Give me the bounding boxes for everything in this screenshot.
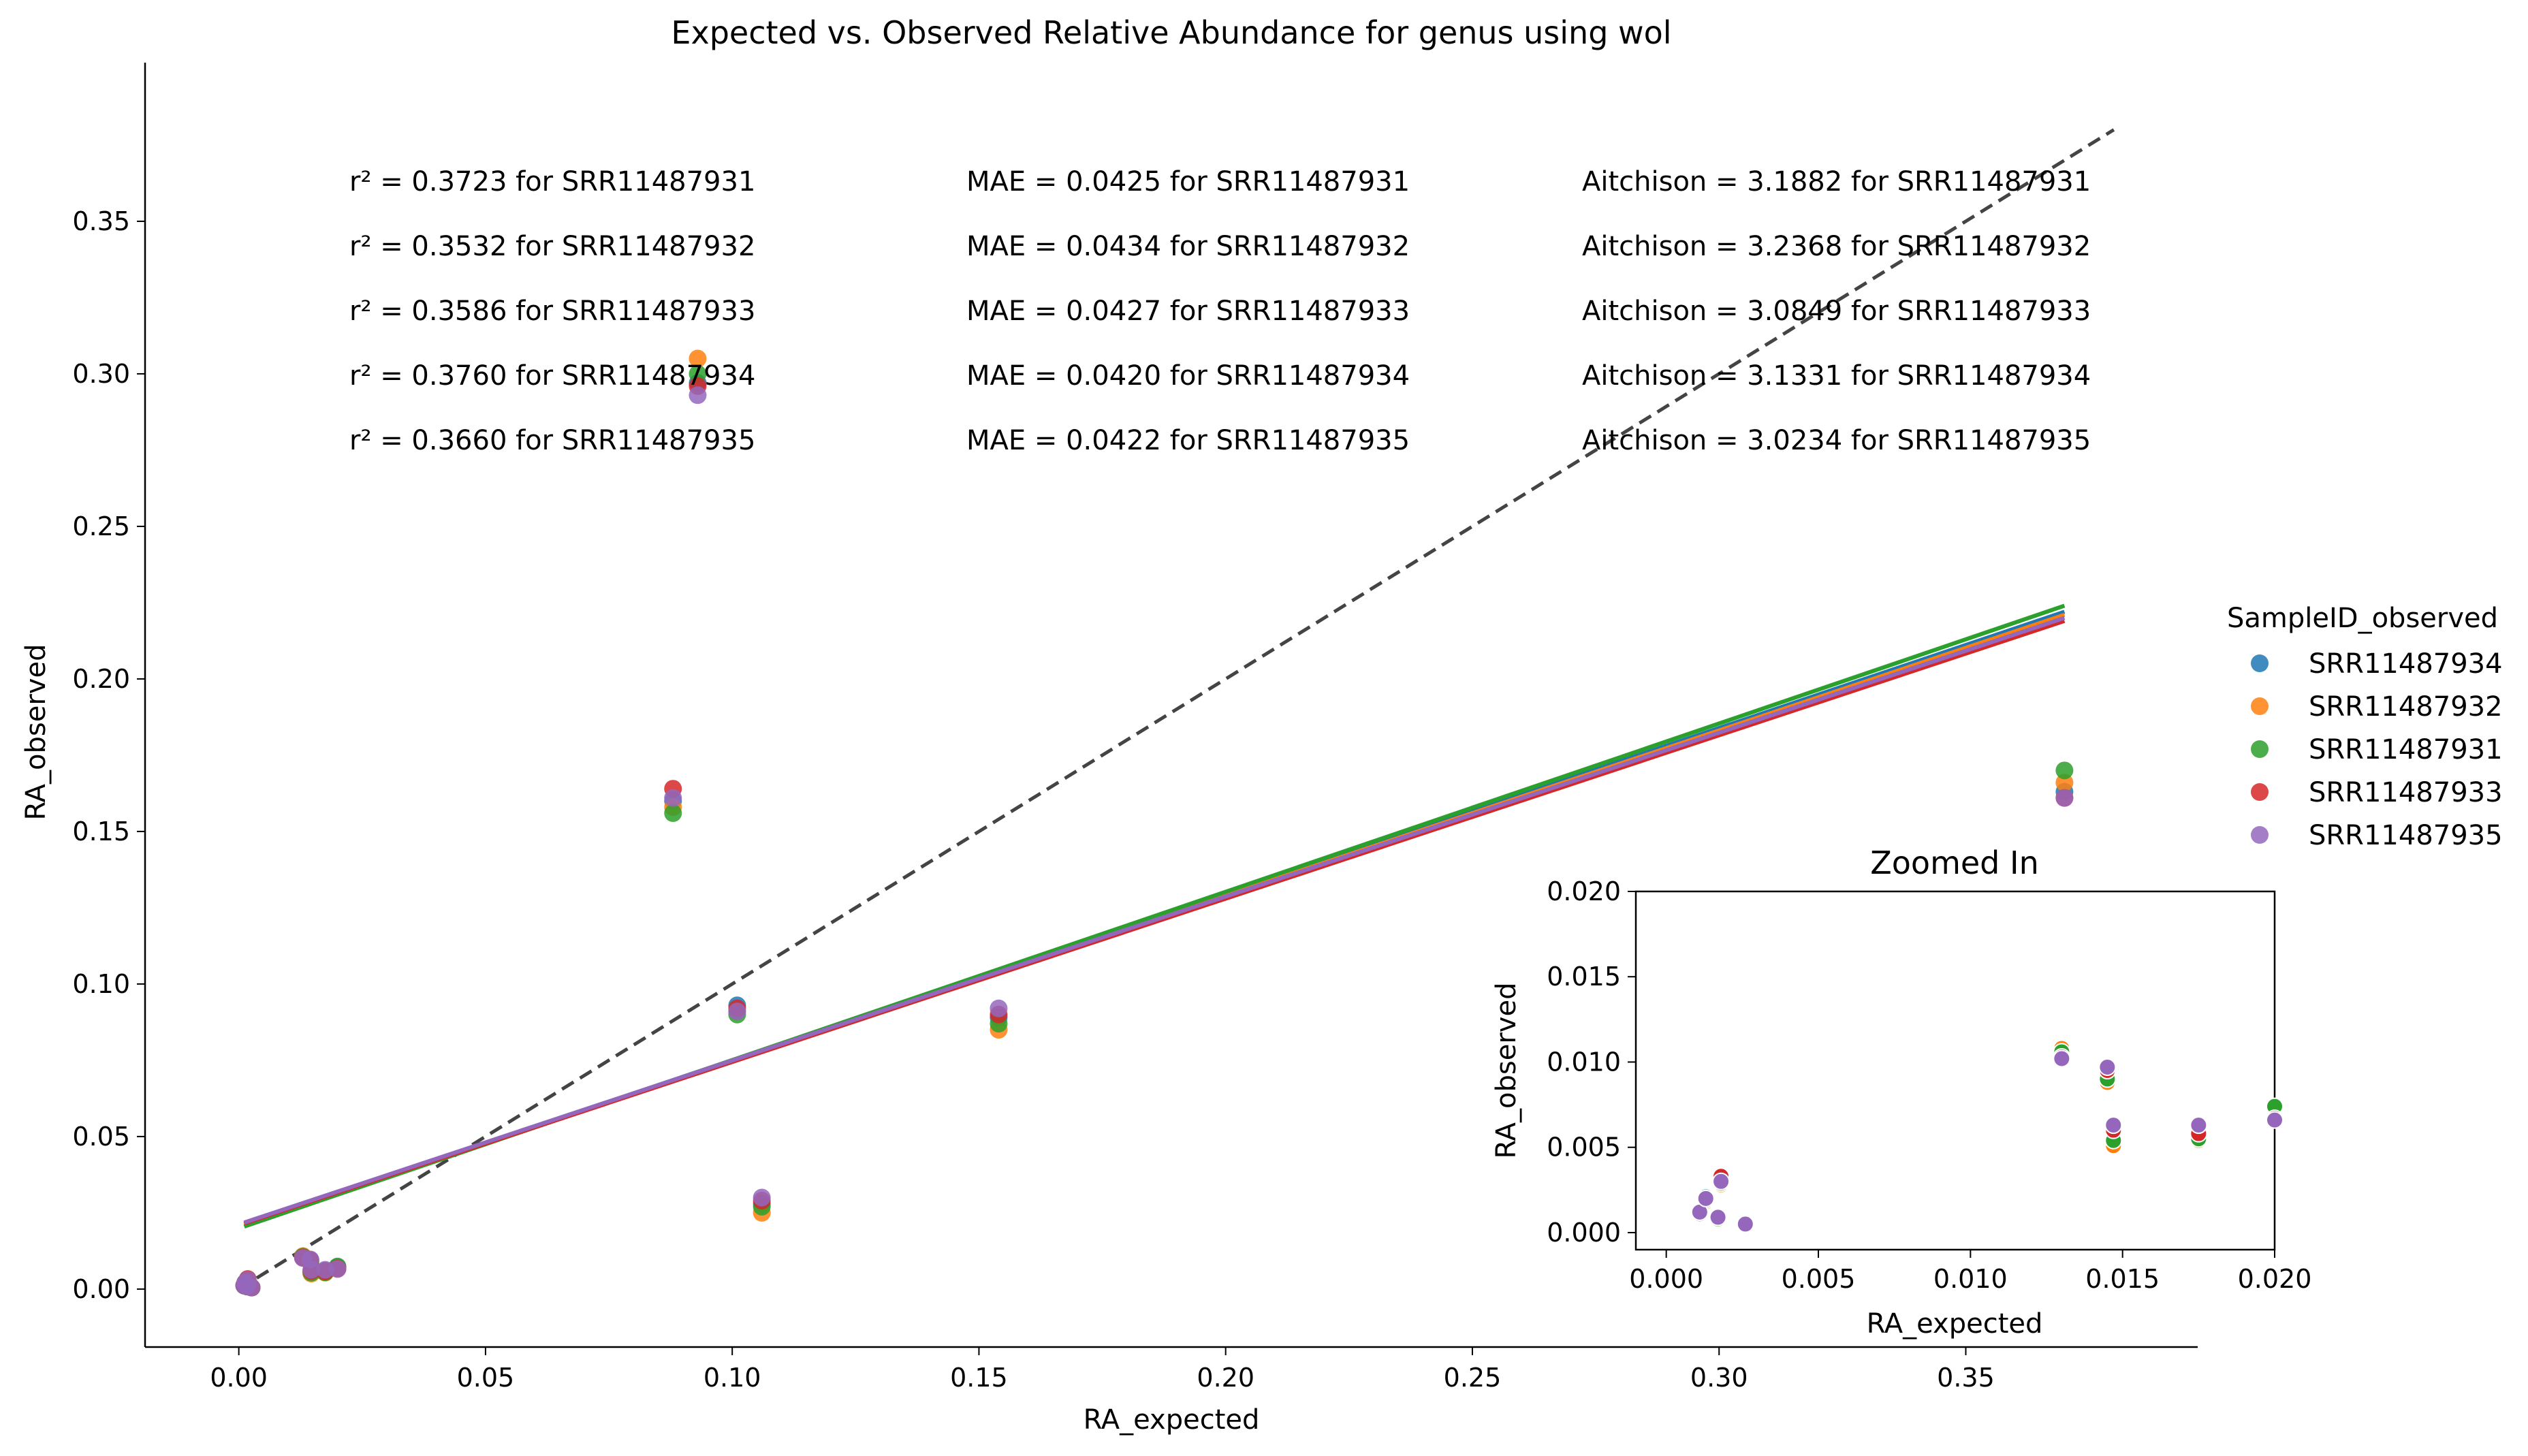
aitchison-annotation: Aitchison = 3.1882 for SRR11487931: [1582, 166, 2091, 197]
legend-label: SRR11487935: [2309, 820, 2503, 851]
r2-annotation: r² = 0.3532 for SRR11487932: [349, 231, 755, 262]
inset-x-axis-label: RA_expected: [1867, 1308, 2043, 1340]
data-point: [990, 999, 1008, 1017]
legend-marker: [2251, 654, 2269, 672]
metric-annotations: r² = 0.3723 for SRR11487931 r² = 0.3532 f…: [349, 166, 2091, 456]
data-point: [2055, 774, 2074, 792]
inset-title: Zoomed In: [1870, 844, 2038, 881]
mae-annotation: MAE = 0.0427 for SRR11487933: [966, 296, 1410, 327]
legend-label: SRR11487933: [2309, 777, 2503, 808]
data-point: [2055, 761, 2074, 780]
main-x-axis-label: RA_expected: [1084, 1404, 1260, 1436]
legend-marker: [2251, 740, 2269, 758]
data-point: [689, 386, 707, 405]
chart-title: Expected vs. Observed Relative Abundance…: [671, 14, 1671, 51]
inset-x-tick-label: 0.010: [1933, 1264, 2008, 1294]
mae-annotation: MAE = 0.0425 for SRR11487931: [966, 166, 1410, 197]
main-plot: 0.00 0.05 0.10 0.15 0.20 0.25 0.30 0.35 0.00 0.05…: [72, 63, 2198, 1393]
mae-annotation: MAE = 0.0420 for SRR11487934: [966, 360, 1410, 392]
inset-y-tick-label: 0.015: [1547, 962, 1621, 992]
inset-data-point: [1712, 1172, 1731, 1190]
x-tick-label: 0.15: [950, 1363, 1008, 1393]
r2-annotation: r² = 0.3760 for SRR11487934: [349, 360, 755, 392]
x-tick-label: 0.00: [210, 1363, 268, 1393]
x-tick-label: 0.10: [704, 1363, 761, 1393]
y-tick-label: 0.30: [72, 359, 130, 389]
y-tick-label: 0.00: [72, 1274, 130, 1304]
legend-label: SRR11487934: [2309, 648, 2503, 680]
x-tick-label: 0.30: [1690, 1363, 1748, 1393]
inset-points: [1690, 1039, 2284, 1233]
inset-y-axis-label: RA_observed: [1491, 983, 1522, 1159]
data-point: [664, 804, 682, 823]
inset-data-point: [1696, 1189, 1715, 1207]
inset-data-point: [1709, 1208, 1727, 1226]
aitchison-annotation: Aitchison = 3.0234 for SRR11487935: [1582, 425, 2091, 456]
x-tick-label: 0.25: [1444, 1363, 1502, 1393]
legend-label: SRR11487932: [2309, 691, 2503, 723]
inset-data-point: [2053, 1049, 2071, 1068]
inset-x-tick-label: 0.015: [2085, 1264, 2160, 1294]
data-point: [753, 1188, 771, 1207]
inset-data-point: [2104, 1116, 2123, 1135]
y-tick-label: 0.20: [72, 664, 130, 694]
r2-annotation: r² = 0.3586 for SRR11487933: [349, 296, 755, 327]
main-y-axis-label: RA_observed: [20, 644, 52, 821]
data-point: [689, 349, 707, 368]
identity-line: [238, 128, 2115, 1291]
inset-y-tick-label: 0.005: [1547, 1133, 1621, 1162]
inset-data-point: [2190, 1116, 2208, 1135]
inset-data-point: [2266, 1111, 2284, 1129]
regression-line: [243, 616, 2066, 1225]
x-tick-label: 0.35: [1937, 1363, 1995, 1393]
mae-annotation: MAE = 0.0422 for SRR11487935: [966, 425, 1410, 456]
inset-x-tick-label: 0.000: [1629, 1264, 1703, 1294]
legend-marker: [2251, 826, 2269, 844]
data-point: [328, 1260, 347, 1278]
aitchison-annotation: Aitchison = 3.0849 for SRR11487933: [1582, 296, 2091, 327]
inset-plot: 0.000 0.005 0.010 0.015 0.020 0.000 0.005 0.010…: [1547, 876, 2311, 1294]
data-point: [689, 364, 707, 383]
data-point: [728, 1002, 746, 1021]
inset-x-tick-label: 0.020: [2238, 1264, 2312, 1294]
inset-data-point: [1736, 1215, 1754, 1233]
inset-frame: [1634, 890, 2276, 1251]
x-tick-label: 0.20: [1197, 1363, 1254, 1393]
y-tick-label: 0.10: [72, 969, 130, 999]
data-point: [302, 1261, 321, 1279]
legend-marker: [2251, 783, 2269, 801]
inset-y-tick-label: 0.000: [1547, 1218, 1621, 1248]
data-point: [2055, 789, 2074, 807]
inset-y-tick-label: 0.010: [1547, 1047, 1621, 1077]
inset-x-tick-label: 0.005: [1782, 1264, 1856, 1294]
r2-annotation: r² = 0.3660 for SRR11487935: [349, 425, 755, 456]
y-tick-label: 0.15: [72, 817, 130, 846]
legend-marker: [2251, 697, 2269, 715]
y-tick-label: 0.35: [72, 206, 130, 236]
aitchison-annotation: Aitchison = 3.1331 for SRR11487934: [1582, 360, 2091, 392]
inset-data-point: [2098, 1058, 2117, 1076]
inset-y-tick-label: 0.020: [1547, 876, 1621, 906]
data-point: [664, 789, 682, 807]
y-tick-label: 0.05: [72, 1122, 130, 1152]
data-point: [242, 1278, 261, 1297]
y-tick-label: 0.25: [72, 511, 130, 541]
r2-annotation: r² = 0.3723 for SRR11487931: [349, 166, 755, 197]
mae-annotation: MAE = 0.0434 for SRR11487932: [966, 231, 1410, 262]
aitchison-annotation: Aitchison = 3.2368 for SRR11487932: [1582, 231, 2091, 262]
x-tick-label: 0.05: [457, 1363, 515, 1393]
legend: SampleID_observed SRR11487934 SRR11487932…: [2227, 603, 2503, 851]
legend-title: SampleID_observed: [2227, 603, 2498, 634]
legend-label: SRR11487931: [2309, 734, 2503, 765]
